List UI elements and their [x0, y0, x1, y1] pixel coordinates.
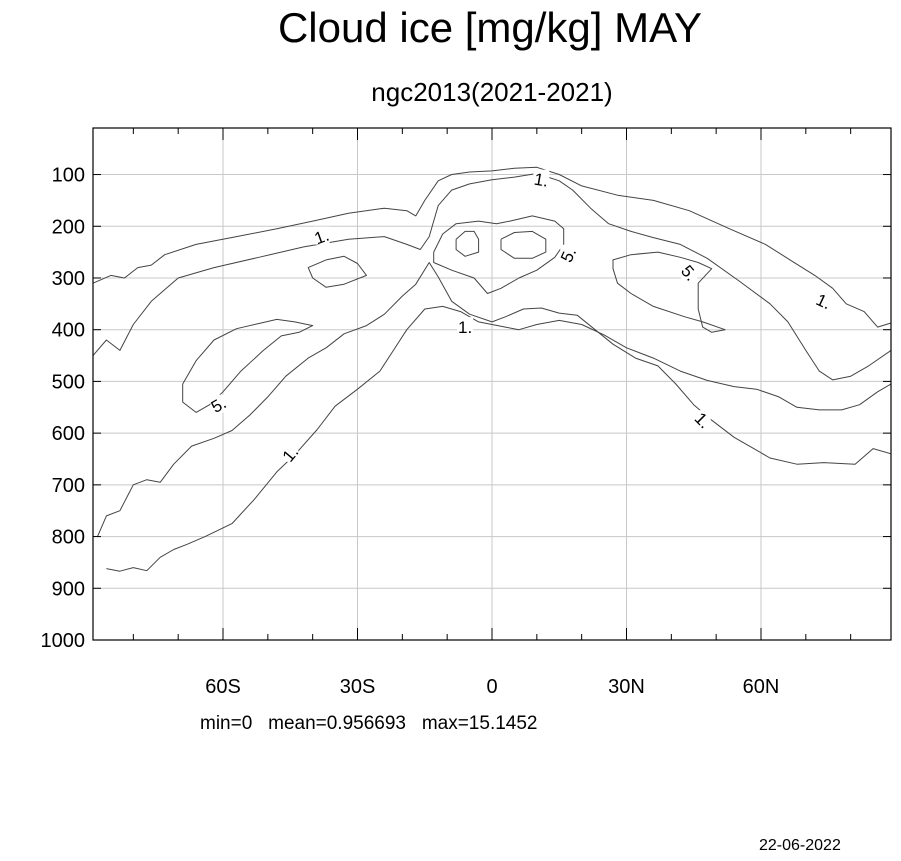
contour-line-1-3 — [106, 305, 892, 572]
chart-subtitle: ngc2013(2021-2021) — [371, 77, 613, 107]
y-tick-label: 300 — [52, 268, 85, 290]
x-tick-label: 0 — [486, 676, 497, 698]
stats-summary: min=0 mean=0.956693 max=15.1452 — [200, 713, 538, 734]
tick-marks — [93, 128, 891, 641]
y-tick-labels: 100 200 300 400 500 600 700 800 900 1000 — [41, 165, 86, 652]
y-tick-label: 1000 — [41, 630, 86, 652]
contour-line-1-2 — [97, 262, 892, 537]
contour-label-bg — [533, 169, 550, 188]
y-tick-label: 700 — [52, 475, 85, 497]
contour-line-5-6 — [455, 230, 480, 257]
contour-label: 1. — [312, 226, 332, 249]
contour-label-bg — [681, 262, 698, 281]
y-tick-label: 600 — [52, 423, 85, 445]
y-tick-label: 400 — [52, 320, 85, 342]
contour-label-bg — [815, 291, 832, 310]
y-tick-label: 200 — [52, 216, 85, 238]
x-tick-labels: 60S 30S 0 30N 60N — [205, 676, 779, 698]
contour-line-1-0 — [92, 166, 892, 328]
contour-line-5-8 — [433, 215, 565, 294]
contour-line-5-5 — [307, 255, 367, 288]
contour-line-1-1 — [92, 173, 892, 381]
contour-line-5-4 — [182, 318, 314, 413]
x-tick-label: 30N — [608, 676, 645, 698]
date-stamp: 22-06-2022 — [759, 837, 841, 854]
y-tick-label: 100 — [52, 165, 85, 187]
contour-line-5-9 — [612, 251, 726, 333]
contour-labels: 1.1.5.5.1.1.5.1.1. — [208, 170, 834, 466]
y-tick-label: 500 — [52, 371, 85, 393]
contour-label-bg — [560, 244, 577, 263]
x-tick-label: 30S — [340, 676, 376, 698]
contour-lines — [92, 166, 892, 572]
grid-lines — [93, 128, 891, 640]
contour-label-bg — [694, 410, 711, 429]
y-tick-label: 800 — [52, 527, 85, 549]
chart-title: Cloud ice [mg/kg] MAY — [277, 4, 703, 51]
contour-line-5-7 — [500, 230, 547, 259]
contour-label-bg — [457, 317, 474, 336]
contour-label-bg — [282, 443, 299, 462]
y-tick-label: 900 — [52, 578, 85, 600]
contour-label: 1. — [533, 170, 550, 191]
x-tick-label: 60N — [743, 676, 780, 698]
contour-label: 1. — [458, 318, 472, 337]
contour-label-bg — [210, 394, 227, 413]
x-tick-label: 60S — [205, 676, 241, 698]
contour-label-bg — [313, 226, 330, 245]
